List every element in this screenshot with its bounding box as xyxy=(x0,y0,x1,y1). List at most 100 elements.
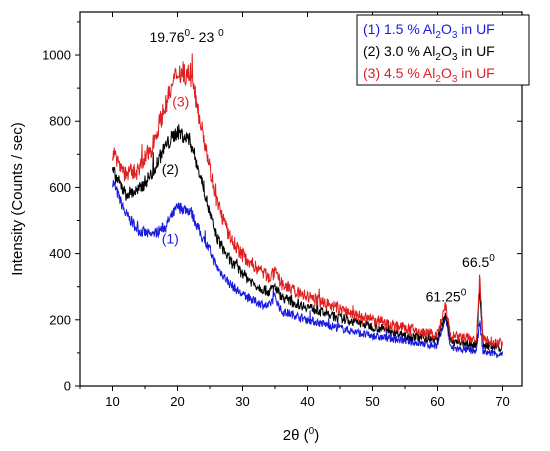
data-point xyxy=(151,235,152,236)
data-point xyxy=(359,316,360,317)
data-point xyxy=(346,329,347,330)
series-line-2 xyxy=(112,124,503,352)
data-point xyxy=(479,321,480,322)
annotation-value: 66.5 xyxy=(462,254,489,270)
data-point xyxy=(203,187,204,188)
data-point xyxy=(479,276,480,277)
curve-label-3: (3) xyxy=(172,93,189,109)
data-point xyxy=(424,332,425,333)
data-point xyxy=(437,346,438,347)
data-point xyxy=(177,71,178,72)
data-point xyxy=(164,227,165,228)
data-point xyxy=(242,255,243,256)
data-point xyxy=(255,266,256,267)
data-point xyxy=(307,319,308,320)
data-point xyxy=(229,260,230,261)
data-point xyxy=(138,190,139,191)
legend-text-c: in UF xyxy=(457,21,494,37)
legend-sub-2: 3 xyxy=(452,74,458,85)
data-point xyxy=(268,291,269,292)
y-tick-label: 800 xyxy=(49,114,71,129)
data-point xyxy=(450,336,451,337)
x-axis-title-end: ) xyxy=(314,427,319,444)
data-point xyxy=(274,273,275,274)
plot-frame xyxy=(79,11,523,387)
legend-text-b: O xyxy=(441,21,452,37)
data-point xyxy=(489,346,490,347)
data-point xyxy=(346,319,347,320)
data-point xyxy=(411,329,412,330)
data-point xyxy=(164,147,165,148)
y-tick-label: 600 xyxy=(49,180,71,195)
plot-content: (1) (2) (3) xyxy=(112,53,503,359)
data-point xyxy=(445,306,446,307)
data-point xyxy=(209,213,210,214)
data-point xyxy=(450,341,451,342)
x-tick-label: 50 xyxy=(365,394,379,409)
data-point xyxy=(151,174,152,175)
data-point xyxy=(125,193,126,194)
data-point xyxy=(274,286,275,287)
data-point xyxy=(437,334,438,335)
data-point xyxy=(229,237,230,238)
legend-sub-2: 3 xyxy=(452,52,458,63)
data-point xyxy=(307,306,308,307)
data-point xyxy=(424,343,425,344)
data-point xyxy=(482,351,483,352)
data-point xyxy=(489,352,490,353)
data-point xyxy=(112,180,113,181)
legend-text-c: in UF xyxy=(457,65,494,81)
data-point xyxy=(203,240,204,241)
data-point xyxy=(190,74,191,75)
data-point xyxy=(177,131,178,132)
data-point xyxy=(151,147,152,148)
legend-text-b: O xyxy=(441,65,452,81)
x-tick-label: 60 xyxy=(430,394,444,409)
annotation-range: 19.760- 23 0 xyxy=(150,28,225,45)
data-point xyxy=(209,250,210,251)
y-tick-label: 0 xyxy=(64,379,71,394)
annotation-degree-2: 0 xyxy=(218,28,224,39)
y-tick-label: 400 xyxy=(49,246,71,261)
data-point xyxy=(359,323,360,324)
data-point xyxy=(346,311,347,312)
legend-sub: 2 xyxy=(435,52,441,63)
data-point xyxy=(385,323,386,324)
y-tick-label: 200 xyxy=(49,312,71,327)
data-point xyxy=(164,107,165,108)
data-point xyxy=(398,326,399,327)
data-point xyxy=(398,332,399,333)
data-point xyxy=(190,210,191,211)
data-point xyxy=(294,303,295,304)
y-tick-label: 1000 xyxy=(42,48,71,63)
data-point xyxy=(476,351,477,352)
x-tick-label: 20 xyxy=(170,394,184,409)
data-point xyxy=(476,344,477,345)
data-point xyxy=(177,207,178,208)
data-point xyxy=(216,237,217,238)
annotation-degree: 0 xyxy=(461,288,467,299)
legend-sub-2: 3 xyxy=(452,30,458,41)
data-point xyxy=(112,170,113,171)
data-point xyxy=(463,342,464,343)
data-point xyxy=(320,311,321,312)
legend-entry-2: (2) 3.0 % Al2O3 in UF xyxy=(363,43,495,63)
data-point xyxy=(372,326,373,327)
data-point xyxy=(333,326,334,327)
data-point xyxy=(281,296,282,297)
annotation-peak2: 66.50 xyxy=(462,253,495,270)
data-point xyxy=(372,319,373,320)
data-point xyxy=(255,301,256,302)
data-point xyxy=(274,296,275,297)
data-point xyxy=(385,337,386,338)
data-point xyxy=(209,167,210,168)
data-point xyxy=(281,283,282,284)
data-point xyxy=(216,266,217,267)
series-line-3 xyxy=(112,53,503,348)
x-axis-title: 2θ (0) xyxy=(283,426,319,444)
data-point xyxy=(294,314,295,315)
data-point xyxy=(216,200,217,201)
legend-text-b: O xyxy=(441,43,452,59)
legend-text-a: (2) 3.0 % Al xyxy=(363,43,435,59)
